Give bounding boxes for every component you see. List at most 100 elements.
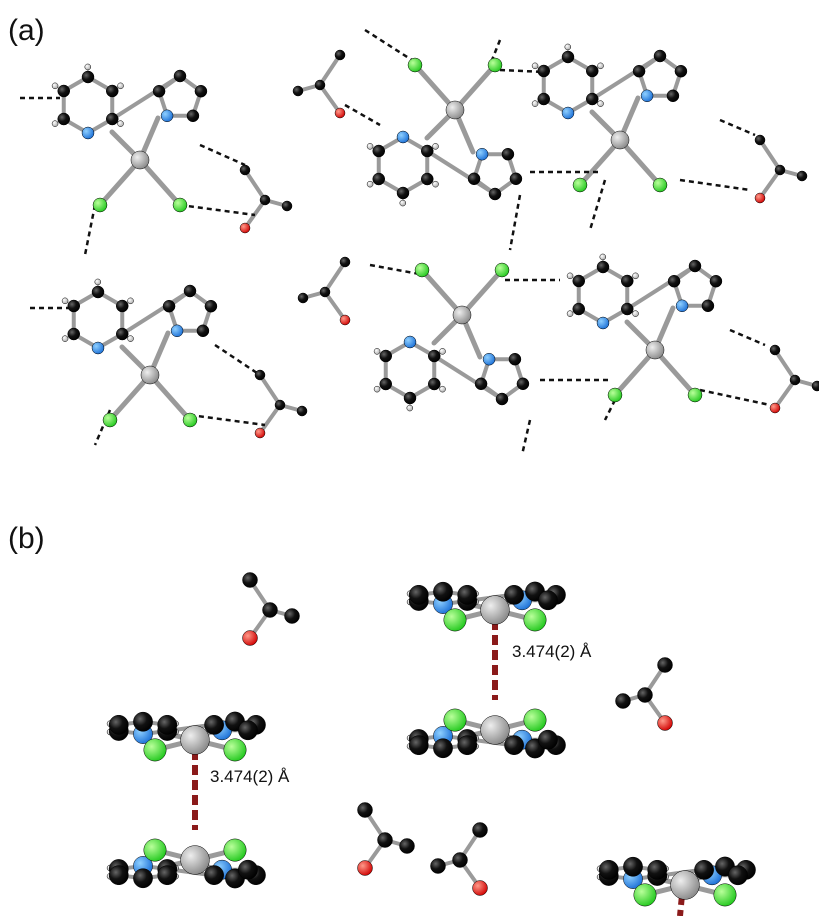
atom (433, 181, 439, 187)
distance-label: 3.474(2) Å (210, 767, 290, 786)
atom (340, 257, 350, 267)
atom (298, 293, 308, 303)
atom (68, 300, 80, 312)
panel-label: (a) (8, 14, 45, 47)
atom (285, 609, 300, 624)
atom (755, 135, 765, 145)
atom (598, 63, 604, 69)
contact (492, 40, 500, 60)
atom (404, 336, 416, 348)
atom (106, 85, 118, 97)
atom (567, 273, 573, 279)
atom (397, 187, 409, 199)
atom (668, 275, 680, 287)
atom (453, 306, 471, 324)
atom (183, 413, 197, 427)
atom (85, 64, 91, 70)
atom (158, 866, 177, 885)
atom (161, 110, 173, 122)
atom (255, 428, 265, 438)
atom (597, 261, 609, 273)
atom (82, 127, 94, 139)
contact (522, 420, 530, 455)
atom (510, 173, 522, 185)
atom (431, 859, 446, 874)
atom (481, 596, 510, 625)
bond (320, 55, 340, 85)
atom (641, 90, 653, 102)
atom (565, 44, 571, 50)
atom (573, 178, 587, 192)
atom (320, 287, 330, 297)
atom (204, 866, 223, 885)
atom (476, 148, 488, 160)
atom (600, 254, 606, 260)
contact (85, 205, 95, 255)
atom (621, 303, 633, 315)
atom (714, 884, 736, 906)
atom (144, 839, 166, 861)
atom (496, 393, 508, 405)
atom (453, 853, 468, 868)
atom (118, 121, 124, 127)
figure: (a) (b) 3.474(2) Å 3.474(2) Å (0, 0, 819, 916)
atom (504, 736, 523, 755)
atom (446, 101, 464, 119)
atom (444, 709, 466, 731)
atom (562, 51, 574, 63)
atom (116, 300, 128, 312)
atom (675, 65, 687, 77)
atom (621, 275, 633, 287)
atom (495, 263, 509, 277)
contact (730, 330, 765, 345)
atom (374, 386, 380, 392)
atom (598, 101, 604, 107)
atom (340, 315, 350, 325)
atom (407, 405, 413, 411)
atom (367, 143, 373, 149)
atom (586, 93, 598, 105)
atom (790, 375, 800, 385)
atom (654, 50, 666, 62)
atom (573, 275, 585, 287)
atom (335, 108, 345, 118)
atom (440, 386, 446, 392)
atom (224, 839, 246, 861)
atom (240, 223, 250, 233)
atom (623, 857, 642, 876)
atom (397, 131, 409, 143)
atom (133, 712, 152, 731)
atom (93, 198, 107, 212)
atom (187, 110, 199, 122)
atom (204, 715, 223, 734)
atom (532, 101, 538, 107)
atom (770, 345, 780, 355)
atom (243, 631, 258, 646)
atom (775, 165, 785, 175)
atom (400, 200, 406, 206)
atom (667, 90, 679, 102)
bond (760, 140, 780, 170)
atoms (52, 44, 819, 906)
atom (128, 336, 134, 342)
atom (473, 823, 488, 838)
atom (538, 65, 550, 77)
atom (174, 70, 186, 82)
atom (255, 370, 265, 380)
atom (634, 884, 656, 906)
atom (509, 353, 521, 365)
atom (373, 145, 385, 157)
atom (109, 866, 128, 885)
atom (409, 585, 428, 604)
atom (770, 403, 780, 413)
atom (658, 658, 673, 673)
atom (440, 348, 446, 354)
atom (58, 85, 70, 97)
atom (421, 173, 433, 185)
atom (197, 325, 209, 337)
contact (605, 400, 615, 420)
atom (433, 582, 452, 601)
atom (184, 285, 196, 297)
bond (775, 350, 795, 380)
atom (335, 50, 345, 60)
